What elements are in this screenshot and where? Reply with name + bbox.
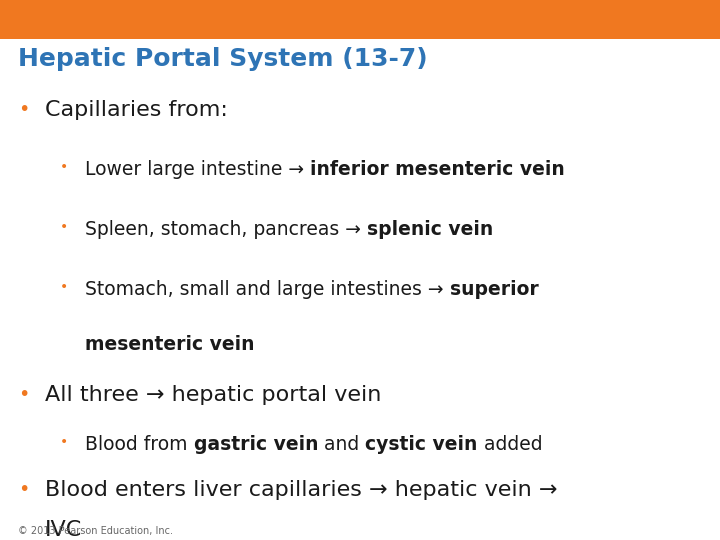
Text: gastric vein: gastric vein — [194, 435, 318, 454]
Text: Stomach, small and large intestines →: Stomach, small and large intestines → — [85, 280, 449, 299]
Text: and: and — [318, 435, 365, 454]
Bar — [0, 0, 720, 39]
Text: All three → hepatic portal vein: All three → hepatic portal vein — [45, 385, 382, 405]
Text: inferior mesenteric vein: inferior mesenteric vein — [310, 160, 565, 179]
Text: Blood from: Blood from — [85, 435, 194, 454]
Text: •: • — [18, 100, 30, 119]
Text: •: • — [60, 160, 68, 174]
Text: Capillaries from:: Capillaries from: — [45, 100, 228, 120]
Text: added: added — [477, 435, 542, 454]
Text: Spleen, stomach, pancreas →: Spleen, stomach, pancreas → — [85, 220, 367, 239]
Text: •: • — [60, 280, 68, 294]
Text: splenic vein: splenic vein — [367, 220, 493, 239]
Text: mesenteric vein: mesenteric vein — [85, 335, 254, 354]
Text: •: • — [60, 220, 68, 234]
Text: Hepatic Portal System (13-7): Hepatic Portal System (13-7) — [18, 47, 428, 71]
Text: © 2013 Pearson Education, Inc.: © 2013 Pearson Education, Inc. — [18, 526, 173, 536]
Text: Blood enters liver capillaries → hepatic vein →: Blood enters liver capillaries → hepatic… — [45, 480, 557, 500]
Text: cystic vein: cystic vein — [365, 435, 477, 454]
Text: Lower large intestine →: Lower large intestine → — [85, 160, 310, 179]
Text: •: • — [18, 385, 30, 404]
Text: IVC: IVC — [45, 520, 82, 540]
Text: •: • — [18, 480, 30, 499]
Text: •: • — [60, 435, 68, 449]
Text: superior: superior — [449, 280, 539, 299]
